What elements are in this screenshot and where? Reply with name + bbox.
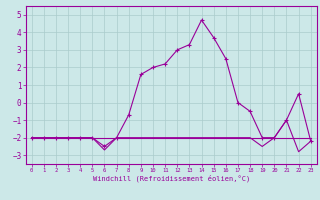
X-axis label: Windchill (Refroidissement éolien,°C): Windchill (Refroidissement éolien,°C) bbox=[92, 175, 250, 182]
